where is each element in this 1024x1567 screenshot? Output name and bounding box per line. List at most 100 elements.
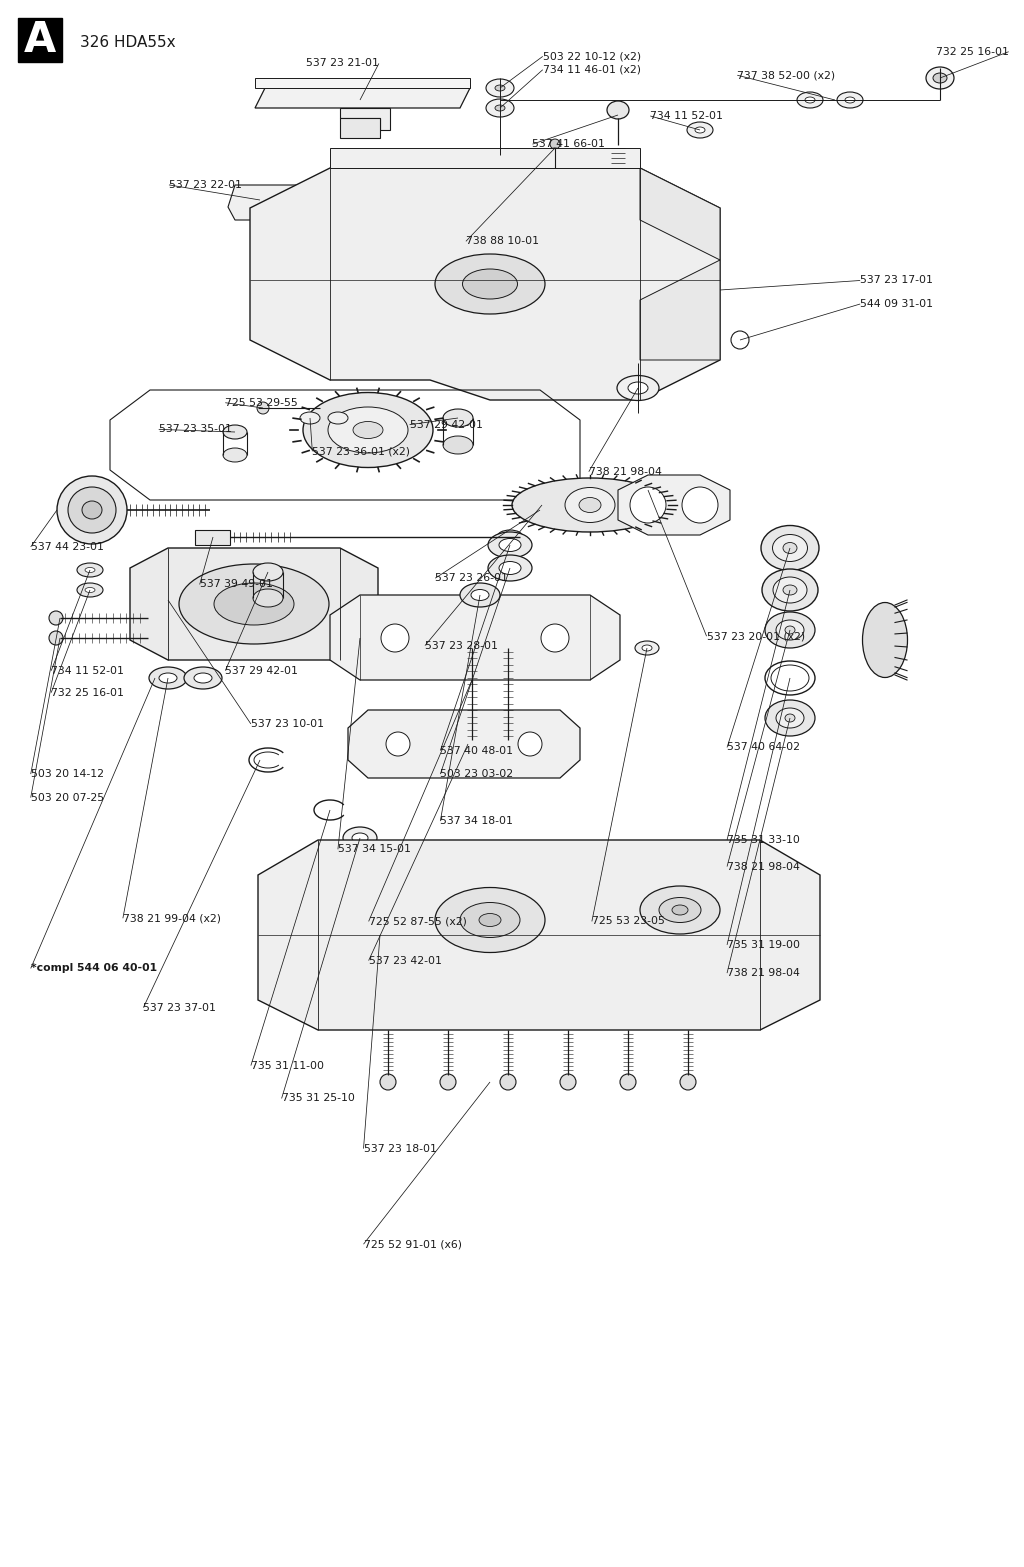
Circle shape	[630, 487, 666, 523]
Ellipse shape	[862, 602, 907, 677]
Ellipse shape	[773, 577, 807, 603]
Text: 537 23 21-01: 537 23 21-01	[306, 58, 379, 69]
Ellipse shape	[194, 672, 212, 683]
Ellipse shape	[159, 672, 177, 683]
Ellipse shape	[695, 127, 705, 133]
Ellipse shape	[805, 97, 815, 103]
Circle shape	[440, 1073, 456, 1091]
Text: 738 21 98-04: 738 21 98-04	[589, 467, 662, 476]
Ellipse shape	[328, 407, 408, 453]
Polygon shape	[255, 88, 470, 108]
Text: 537 41 66-01: 537 41 66-01	[532, 139, 605, 149]
Ellipse shape	[672, 906, 688, 915]
Text: 537 23 28-01: 537 23 28-01	[425, 641, 498, 650]
Text: 537 23 42-01: 537 23 42-01	[369, 956, 441, 965]
Circle shape	[49, 611, 63, 625]
Text: 725 52 91-01 (x6): 725 52 91-01 (x6)	[364, 1239, 462, 1249]
Ellipse shape	[68, 487, 116, 533]
Ellipse shape	[223, 425, 247, 439]
Text: 734 11 52-01: 734 11 52-01	[51, 666, 124, 675]
Bar	[18, 17, 62, 63]
Ellipse shape	[486, 78, 514, 97]
Ellipse shape	[549, 147, 561, 157]
Circle shape	[381, 624, 409, 652]
Ellipse shape	[479, 914, 501, 926]
Text: 537 23 20-01 (x2): 537 23 20-01 (x2)	[707, 632, 805, 641]
Ellipse shape	[328, 412, 348, 425]
Ellipse shape	[253, 589, 283, 606]
Text: 537 29 42-01: 537 29 42-01	[225, 666, 298, 675]
Text: 737 38 52-00 (x2): 737 38 52-00 (x2)	[737, 71, 836, 80]
Text: 725 52 87-55 (x2): 725 52 87-55 (x2)	[369, 917, 467, 926]
Text: A: A	[24, 19, 56, 61]
Text: 735 31 11-00: 735 31 11-00	[251, 1061, 324, 1070]
Ellipse shape	[460, 903, 520, 937]
Text: 537 23 37-01: 537 23 37-01	[143, 1003, 216, 1012]
Polygon shape	[330, 595, 620, 680]
Ellipse shape	[57, 476, 127, 544]
Ellipse shape	[471, 589, 489, 600]
Circle shape	[731, 331, 749, 349]
Ellipse shape	[607, 100, 629, 119]
Text: 326 HDA55x: 326 HDA55x	[80, 34, 176, 50]
Polygon shape	[130, 548, 378, 660]
Ellipse shape	[628, 382, 648, 393]
Text: 735 31 19-00: 735 31 19-00	[727, 940, 800, 950]
Ellipse shape	[640, 885, 720, 934]
Ellipse shape	[783, 584, 797, 595]
Ellipse shape	[837, 92, 863, 108]
Ellipse shape	[933, 74, 947, 83]
Text: 725 53 29-55: 725 53 29-55	[225, 398, 298, 407]
Polygon shape	[228, 185, 308, 219]
Circle shape	[560, 1073, 575, 1091]
Polygon shape	[640, 168, 720, 260]
Circle shape	[518, 732, 542, 755]
Ellipse shape	[659, 898, 701, 923]
Ellipse shape	[845, 97, 855, 103]
Ellipse shape	[642, 646, 652, 650]
Text: 537 23 18-01: 537 23 18-01	[364, 1144, 436, 1153]
Ellipse shape	[150, 668, 187, 689]
Ellipse shape	[797, 92, 823, 108]
Text: 537 34 15-01: 537 34 15-01	[338, 845, 411, 854]
Ellipse shape	[776, 621, 804, 639]
Ellipse shape	[179, 564, 329, 644]
Ellipse shape	[443, 436, 473, 454]
Ellipse shape	[353, 422, 383, 439]
Text: 503 20 14-12: 503 20 14-12	[31, 769, 103, 779]
Text: 503 23 03-02: 503 23 03-02	[440, 769, 513, 779]
Text: 738 21 99-04 (x2): 738 21 99-04 (x2)	[123, 914, 221, 923]
Polygon shape	[340, 118, 380, 138]
Polygon shape	[640, 260, 720, 360]
Ellipse shape	[435, 254, 545, 313]
Ellipse shape	[300, 412, 321, 425]
Ellipse shape	[765, 700, 815, 736]
Text: 537 44 23-01: 537 44 23-01	[31, 542, 103, 552]
Ellipse shape	[495, 85, 505, 91]
Ellipse shape	[77, 583, 103, 597]
Ellipse shape	[765, 613, 815, 649]
Ellipse shape	[486, 99, 514, 118]
Ellipse shape	[352, 834, 368, 843]
Circle shape	[682, 487, 718, 523]
Ellipse shape	[77, 563, 103, 577]
Text: 537 34 18-01: 537 34 18-01	[440, 816, 513, 826]
Text: 738 88 10-01: 738 88 10-01	[466, 237, 539, 246]
Ellipse shape	[443, 409, 473, 426]
Ellipse shape	[499, 539, 521, 552]
Ellipse shape	[488, 533, 532, 558]
Circle shape	[680, 1073, 696, 1091]
Ellipse shape	[253, 563, 283, 581]
Circle shape	[550, 139, 560, 149]
Ellipse shape	[214, 583, 294, 625]
Polygon shape	[618, 475, 730, 534]
Polygon shape	[258, 840, 820, 1030]
Ellipse shape	[85, 588, 95, 592]
Ellipse shape	[762, 569, 818, 611]
Ellipse shape	[783, 542, 797, 553]
Ellipse shape	[512, 478, 668, 533]
Text: 537 23 26-01: 537 23 26-01	[435, 574, 508, 583]
Ellipse shape	[776, 708, 804, 729]
Text: 537 29 42-01: 537 29 42-01	[410, 420, 482, 429]
Text: 503 22 10-12 (x2): 503 22 10-12 (x2)	[543, 52, 641, 61]
